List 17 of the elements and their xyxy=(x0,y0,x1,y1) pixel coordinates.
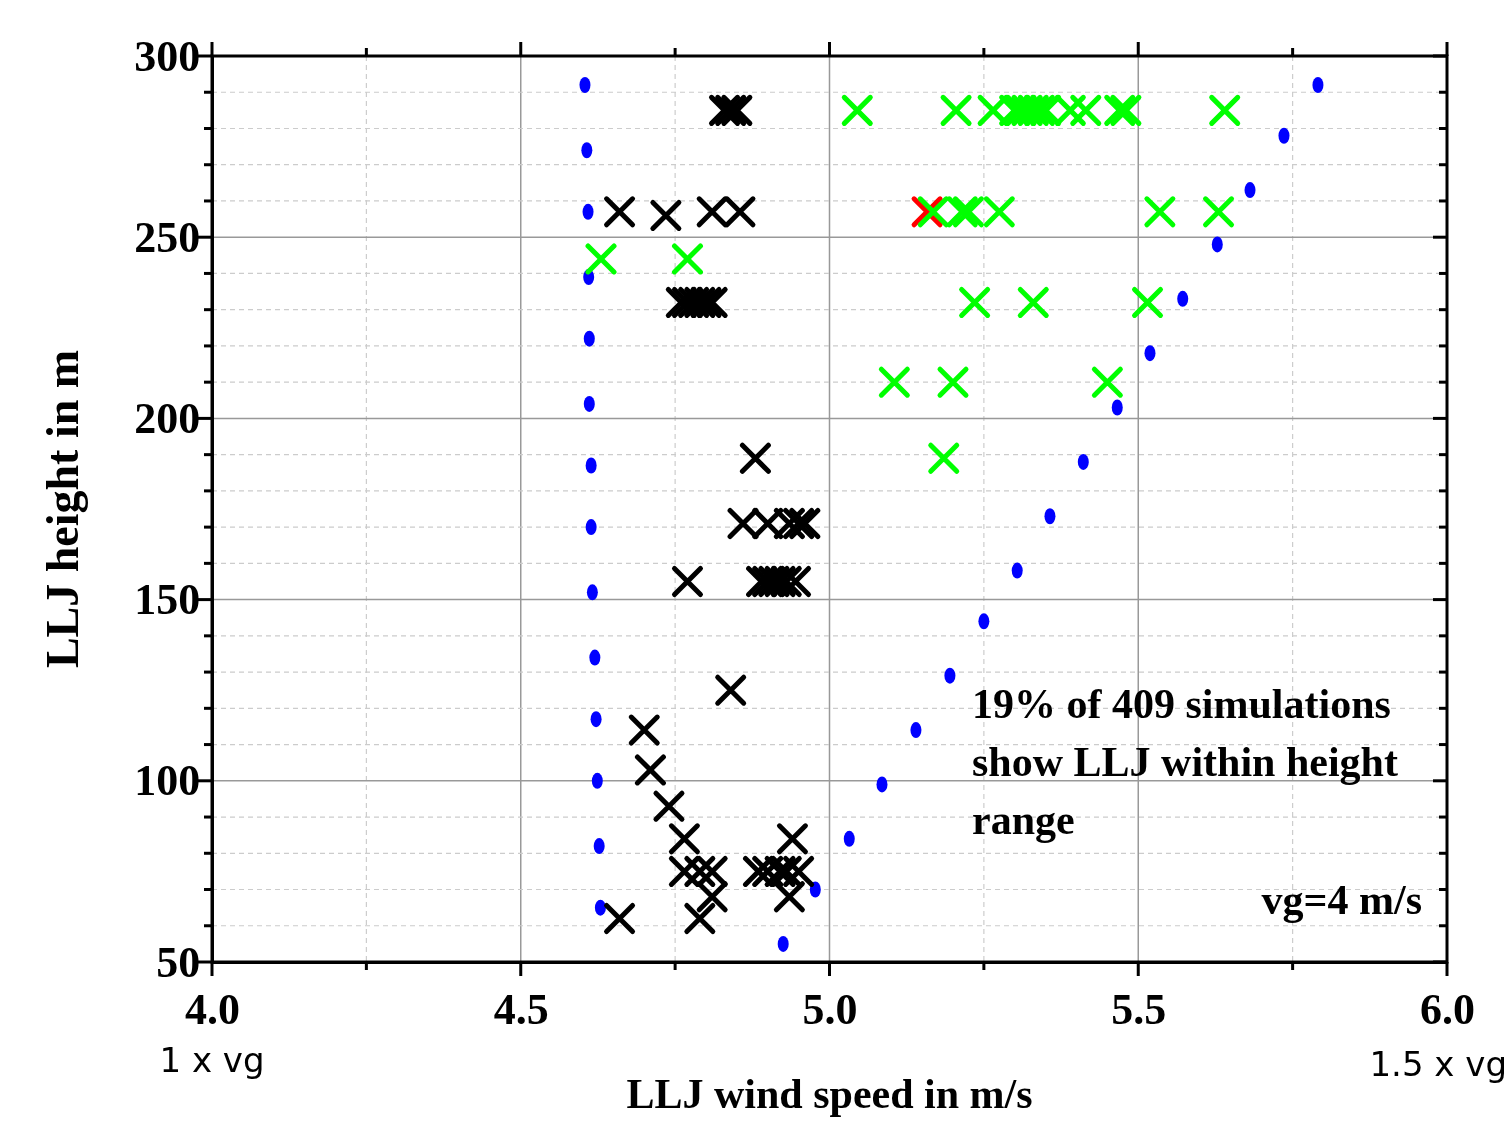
annotation: vg=4 m/s xyxy=(1261,877,1422,923)
y-tick-label: 200 xyxy=(134,393,201,443)
text: 1 x vg xyxy=(159,1040,265,1080)
x-tick-label: 4.0 xyxy=(185,985,240,1035)
x-tick-label: 6.0 xyxy=(1420,985,1475,1035)
x-axis-title: LLJ wind speed in m/s xyxy=(626,1071,1033,1117)
y-tick-label: 150 xyxy=(134,575,201,625)
x-tick-label: 4.5 xyxy=(493,985,549,1035)
x-tick-label: 5.0 xyxy=(802,985,858,1035)
y-axis-title: LLJ height in m xyxy=(37,349,88,669)
text: 1.5 x vg xyxy=(1369,1044,1507,1084)
y-tick-label: 300 xyxy=(134,31,201,81)
annotation: 19% of 409 simulations show LLJ within height range xyxy=(972,681,1398,843)
x-tick-label: 5.5 xyxy=(1111,985,1167,1035)
y-tick-label: 100 xyxy=(134,756,201,806)
y-tick-label: 250 xyxy=(134,212,201,262)
y-tick-label: 50 xyxy=(156,937,201,987)
